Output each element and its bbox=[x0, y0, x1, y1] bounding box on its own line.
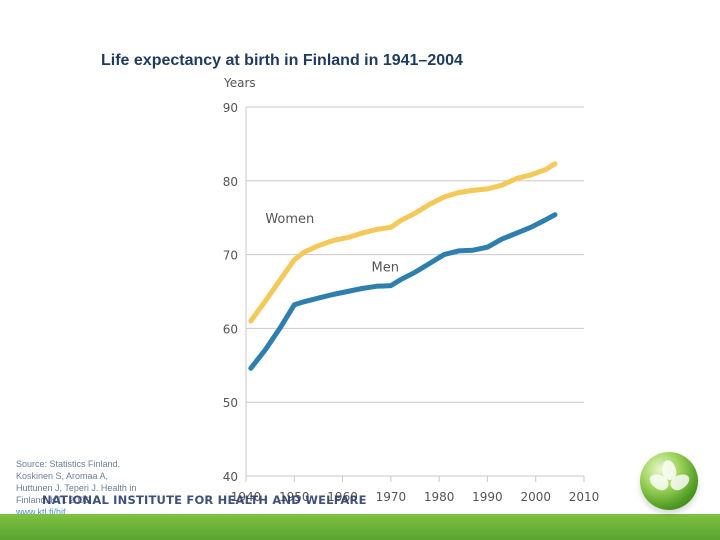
y-tick-label: 40 bbox=[223, 470, 238, 484]
series-label: Men bbox=[372, 261, 399, 276]
x-tick-label: 1950 bbox=[279, 490, 310, 504]
source-line: Finland. KTL 2006. bbox=[16, 495, 92, 505]
x-tick-label: 1960 bbox=[327, 490, 358, 504]
slide-title: Life expectancy at birth in Finland in 1… bbox=[101, 52, 463, 69]
y-tick-label: 80 bbox=[223, 175, 238, 189]
series-line-women bbox=[248, 161, 558, 324]
source-line: Source: Statistics Finland. bbox=[16, 459, 121, 469]
source-link[interactable]: www.ktl.fi/hif bbox=[16, 507, 66, 517]
x-tick-label: 1970 bbox=[376, 490, 407, 504]
footer-bar bbox=[0, 514, 720, 540]
globe-leaf-icon bbox=[640, 452, 698, 510]
source-note: Source: Statistics Finland. Koskinen S, … bbox=[16, 458, 166, 518]
series-label: Women bbox=[265, 212, 314, 227]
source-line: Huttunen J, Teperi J. Health in bbox=[16, 483, 137, 493]
series-line-men bbox=[248, 212, 558, 371]
x-tick-label: 1980 bbox=[424, 490, 455, 504]
x-tick-label: 1990 bbox=[472, 490, 503, 504]
institute-name: NATIONAL INSTITUTE FOR HEALTH AND WELFAR… bbox=[42, 493, 367, 507]
y-tick-label: 70 bbox=[223, 249, 238, 263]
y-tick-label: 60 bbox=[223, 322, 238, 336]
x-tick-label: 1940 bbox=[231, 490, 262, 504]
y-axis-label: Years bbox=[223, 76, 256, 90]
x-tick-label: 2010 bbox=[569, 490, 600, 504]
x-tick-label: 2000 bbox=[520, 490, 551, 504]
y-tick-label: 90 bbox=[223, 101, 238, 115]
y-tick-label: 50 bbox=[223, 396, 238, 410]
source-line: Koskinen S, Aromaa A, bbox=[16, 471, 109, 481]
